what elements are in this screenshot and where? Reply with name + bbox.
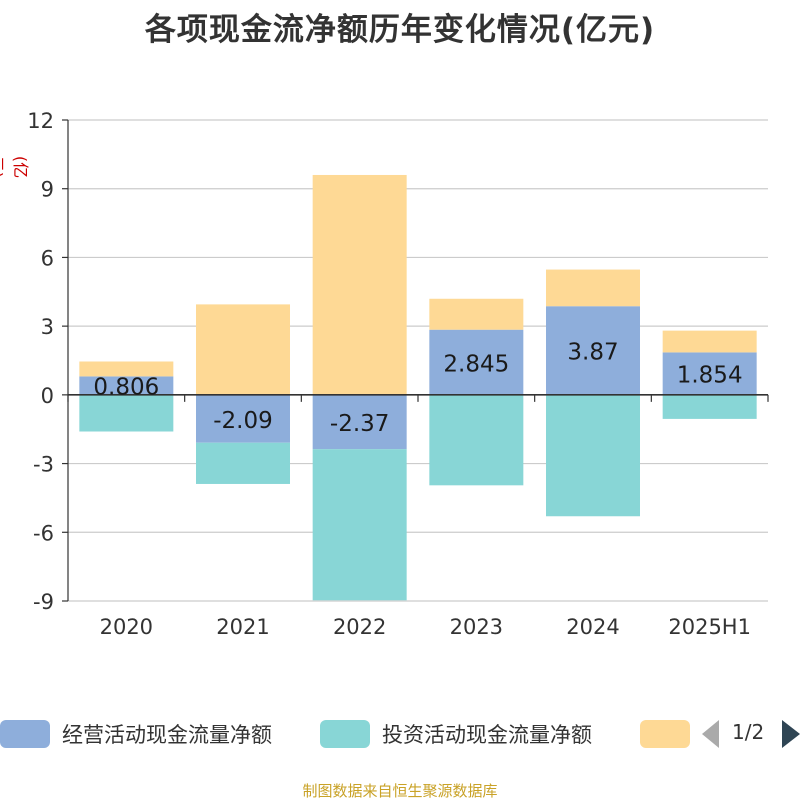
data-label: -2.09 (213, 408, 273, 434)
data-source-note: 制图数据来自恒生聚源数据库 (302, 782, 498, 800)
data-label: -2.37 (330, 411, 390, 437)
bar-segment-0[interactable] (196, 394, 290, 443)
x-tick-label: 2024 (566, 615, 619, 639)
x-tick-label: 2023 (450, 615, 503, 639)
legend-item-investing[interactable]: 投资活动现金流量净额 (320, 716, 592, 752)
bar-segment-0[interactable] (662, 352, 757, 395)
chart-title: 各项现金流净额历年变化情况(亿元) (144, 12, 656, 48)
y-tick-label: 6 (41, 246, 54, 270)
bar-segment-0[interactable] (429, 329, 524, 395)
y-tick-label: 0 (41, 384, 54, 408)
y-tick-label: -9 (33, 590, 54, 614)
x-tick-label: 2020 (100, 615, 153, 639)
bar-segment-0[interactable] (79, 376, 174, 395)
y-tick-label: -3 (33, 453, 54, 477)
data-label: 0.806 (93, 375, 159, 401)
legend-item-operating[interactable]: 经营活动现金流量净额 (0, 716, 272, 752)
bar-segment-2[interactable] (196, 304, 290, 395)
bar-segment-0[interactable] (546, 306, 640, 395)
legend-item-financing[interactable] (640, 716, 702, 752)
bar-segment-1[interactable] (662, 394, 757, 419)
y-tick-label: 9 (41, 178, 54, 202)
bar-segment-1[interactable] (546, 394, 640, 517)
legend: 经营活动现金流量净额 投资活动现金流量净额 (0, 716, 800, 752)
axes: 12 9 6 3 0 -3 -6 -9 2020 2021 2022 2023 2024 2025H1 (27, 109, 769, 639)
page-indicator: 1/2 (732, 720, 765, 744)
next-page-icon[interactable] (782, 720, 800, 748)
bar-segment-0[interactable] (312, 394, 407, 450)
bar-segment-2[interactable] (429, 298, 524, 330)
data-label: 2.845 (443, 351, 509, 377)
y-tick-label: 3 (41, 315, 54, 339)
gridlines (68, 119, 768, 602)
data-label: 1.854 (677, 363, 743, 389)
bar-segment-2[interactable] (662, 330, 757, 353)
bar-segment-1[interactable] (429, 394, 524, 486)
prev-page-icon[interactable] (702, 720, 719, 748)
legend-label: 经营活动现金流量净额 (62, 723, 272, 747)
y-tick-label: -6 (33, 521, 54, 545)
legend-swatch (640, 720, 690, 748)
bar-segment-1[interactable] (196, 442, 290, 484)
data-labels: 0.806 -2.09 -2.37 2.845 3.87 1.854 (93, 340, 742, 437)
legend-label: 投资活动现金流量净额 (382, 723, 592, 747)
legend-pager: 1/2 (700, 716, 800, 752)
bars (79, 174, 757, 601)
legend-swatch (320, 720, 370, 748)
x-tick-label: 2021 (216, 615, 269, 639)
bar-segment-2[interactable] (546, 269, 640, 307)
x-tick-label: 2022 (333, 615, 386, 639)
bar-segment-1[interactable] (312, 449, 407, 601)
legend-swatch (0, 720, 50, 748)
bar-segment-2[interactable] (79, 361, 174, 377)
y-tick-label: 12 (27, 109, 54, 133)
bar-segment-2[interactable] (312, 174, 407, 395)
data-label: 3.87 (567, 340, 618, 366)
bar-chart: 12 9 6 3 0 -3 -6 -9 2020 2021 2022 2023 2024 2025H1 0… (27, 109, 769, 639)
bar-segment-1[interactable] (79, 394, 174, 432)
x-tick-label: 2025H1 (668, 615, 751, 639)
